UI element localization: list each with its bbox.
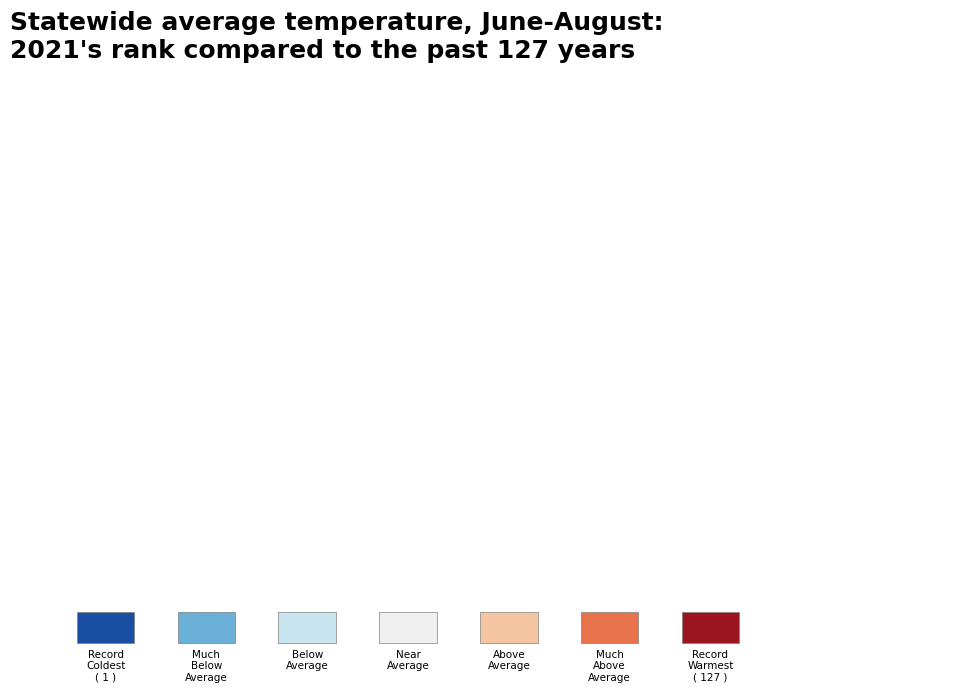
Text: Record
Coldest
( 1 ): Record Coldest ( 1 ) — [85, 650, 126, 683]
Text: Near
Average: Near Average — [387, 650, 429, 671]
FancyBboxPatch shape — [178, 612, 235, 643]
FancyBboxPatch shape — [77, 612, 134, 643]
FancyBboxPatch shape — [682, 612, 739, 643]
Text: Record
Warmest
( 127 ): Record Warmest ( 127 ) — [687, 650, 733, 683]
Text: Above
Average: Above Average — [488, 650, 530, 671]
Text: Much
Below
Average: Much Below Average — [185, 650, 228, 683]
Text: Below
Average: Below Average — [286, 650, 328, 671]
Text: Much
Above
Average: Much Above Average — [588, 650, 631, 683]
FancyBboxPatch shape — [480, 612, 538, 643]
FancyBboxPatch shape — [379, 612, 437, 643]
FancyBboxPatch shape — [581, 612, 638, 643]
Text: Statewide average temperature, June-August:
2021's rank compared to the past 127: Statewide average temperature, June-Augu… — [10, 11, 663, 63]
FancyBboxPatch shape — [278, 612, 336, 643]
